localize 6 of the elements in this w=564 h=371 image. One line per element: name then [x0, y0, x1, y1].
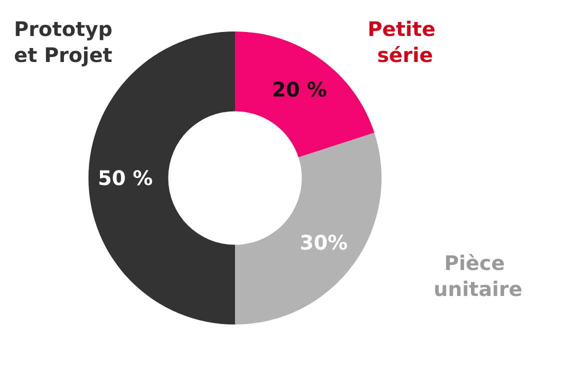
slice-label: Prototyp et Projet	[14, 17, 120, 67]
slice-label: Petite série	[368, 17, 442, 67]
data-label: 50 %	[98, 166, 153, 190]
data-label: 30%	[300, 230, 348, 254]
slice-label: Pièce unitaire	[434, 251, 522, 301]
data-label: 20 %	[272, 77, 327, 102]
